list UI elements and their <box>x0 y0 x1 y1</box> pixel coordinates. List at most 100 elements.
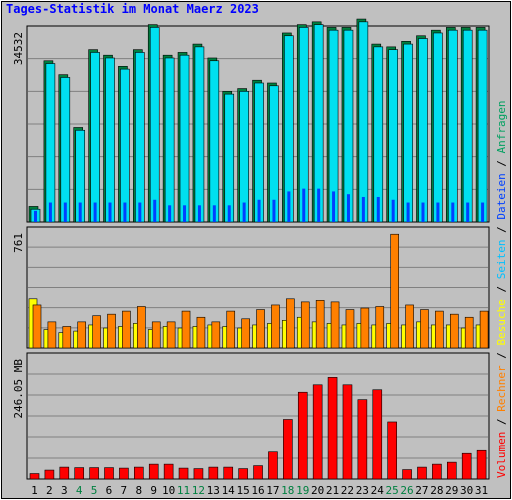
x-tick-label: 29 <box>445 484 458 497</box>
bar-seiten <box>242 202 246 222</box>
bar-dateien <box>179 54 190 223</box>
bar-dateien <box>418 38 428 223</box>
bar-seiten <box>197 205 201 222</box>
x-tick-label: 20 <box>311 484 324 497</box>
bar-rechner <box>330 301 340 349</box>
bar-volumen <box>44 469 55 480</box>
bar-rechner <box>300 301 310 349</box>
bar-rechner <box>122 310 131 349</box>
bar-rechner <box>62 326 72 349</box>
bar-volumen <box>148 463 159 480</box>
x-tick-label: 26 <box>400 484 413 497</box>
legend-item-besuche: Besuche <box>495 299 508 345</box>
bar-seiten <box>63 202 67 222</box>
x-tick-label: 24 <box>371 484 385 497</box>
legend-separator: / <box>495 412 508 432</box>
bar-seiten <box>34 210 37 222</box>
x-tick-label: 2 <box>46 484 53 497</box>
bar-volumen <box>461 452 472 480</box>
bar-seiten <box>78 202 82 222</box>
legend-item-volumen: Volumen <box>495 432 508 478</box>
bar-seiten <box>272 199 276 222</box>
bar-dateien <box>388 49 398 223</box>
bar-dateien <box>224 93 235 223</box>
bar-rechner <box>286 298 295 349</box>
bar-rechner <box>137 306 146 349</box>
bar-seiten <box>391 199 395 222</box>
bar-dateien <box>343 29 354 223</box>
bar-seiten <box>436 202 440 222</box>
x-tick-label: 27 <box>415 484 428 497</box>
bar-seiten <box>153 199 157 222</box>
bar-rechner <box>151 321 161 349</box>
bar-rechner <box>107 313 116 349</box>
x-tick-label: 23 <box>356 484 369 497</box>
bar-rechner <box>375 306 385 349</box>
bar-volumen <box>238 468 248 480</box>
bar-seiten <box>108 202 112 222</box>
panel-middle-max-label: 761 <box>12 233 25 253</box>
bar-seiten <box>257 199 261 222</box>
bar-rechner <box>449 313 459 349</box>
bar-volumen <box>342 384 353 480</box>
legend-separator: / <box>495 279 508 299</box>
x-tick-label: 19 <box>296 484 309 497</box>
legend-separator: / <box>495 346 508 366</box>
bar-volumen <box>119 467 129 480</box>
bar-rechner <box>360 307 370 349</box>
bar-seiten <box>406 202 410 222</box>
bar-dateien <box>403 43 413 223</box>
legend-item-rechner: Rechner <box>495 365 508 412</box>
bar-volumen <box>268 451 278 480</box>
legend-item-seiten: Seiten <box>495 240 508 280</box>
x-tick-label: 13 <box>207 484 220 497</box>
x-tick-label: 14 <box>222 484 236 497</box>
bar-seiten <box>212 205 216 222</box>
bar-volumen <box>208 466 219 480</box>
bar-dateien <box>120 68 130 223</box>
bar-rechner <box>92 315 101 349</box>
bar-dateien <box>462 29 473 223</box>
x-tick-label: 28 <box>430 484 443 497</box>
bar-dateien <box>239 91 249 223</box>
bar-volumen <box>446 461 457 480</box>
bar-seiten <box>346 194 350 222</box>
legend-separator: / <box>495 220 508 240</box>
panel-top-max-label: 34532 <box>12 32 25 65</box>
bar-rechner <box>241 318 250 349</box>
bar-rechner <box>479 310 489 349</box>
x-tick-label: 12 <box>192 484 205 497</box>
x-tick-label: 18 <box>281 484 294 497</box>
x-tick-label: 9 <box>150 484 157 497</box>
bar-rechner <box>271 304 280 349</box>
x-tick-label: 10 <box>162 484 175 497</box>
bar-seiten <box>332 191 336 222</box>
bar-seiten <box>123 202 127 222</box>
bar-seiten <box>361 196 365 222</box>
bar-volumen <box>312 384 323 480</box>
x-tick-label: 4 <box>76 484 83 497</box>
x-tick-label: 17 <box>266 484 279 497</box>
x-tick-label: 8 <box>135 484 142 497</box>
bar-volumen <box>297 391 308 480</box>
bar-rechner <box>166 321 176 349</box>
bar-volumen <box>74 467 85 480</box>
bar-volumen <box>387 421 397 480</box>
bar-dateien <box>358 21 369 223</box>
bar-volumen <box>417 466 427 480</box>
bar-seiten <box>93 202 97 222</box>
bar-seiten <box>138 202 142 222</box>
x-tick-label: 16 <box>251 484 264 497</box>
bar-rechner <box>464 316 474 349</box>
bar-dateien <box>135 52 145 223</box>
bar-dateien <box>45 63 56 223</box>
bar-dateien <box>433 32 443 223</box>
panel-bottom-max-label: 246.05 MB <box>12 359 25 419</box>
bar-seiten <box>227 205 231 222</box>
x-tick-label: 22 <box>341 484 354 497</box>
bar-volumen <box>327 377 338 480</box>
bar-volumen <box>357 399 368 480</box>
bar-volumen <box>476 449 487 480</box>
bar-volumen <box>134 466 144 480</box>
